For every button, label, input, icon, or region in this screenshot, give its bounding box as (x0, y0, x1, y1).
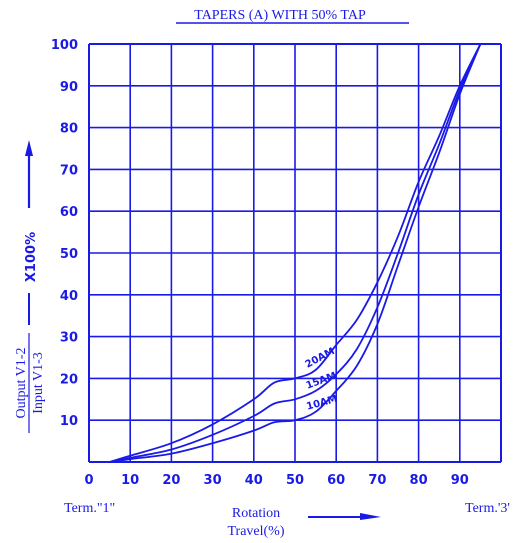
x-axis-label-line1: Rotation (232, 506, 280, 521)
y-tick-label: 60 (60, 205, 78, 220)
curve-10am (109, 43, 482, 463)
y-tick-label: 30 (60, 331, 78, 346)
curve-20am (109, 43, 482, 463)
y-tick-label: 10 (60, 414, 78, 429)
chart-title: TAPERS (A) WITH 50% TAP (194, 8, 366, 23)
x-tick-label: 50 (286, 473, 304, 488)
x-tick-label: 90 (451, 473, 469, 488)
curve-15am (109, 43, 482, 463)
curve-label-10am: 10AM (305, 394, 338, 413)
chart-curves (109, 43, 482, 463)
chart-tick-labels: 0 10 20 30 40 50 60 70 80 90 10 20 30 40 50 60 70 80 90 100 (51, 38, 469, 488)
y-tick-label: 20 (60, 372, 78, 387)
x-end-label-right: Term.'3' (465, 501, 510, 516)
y-tick-label: 80 (60, 122, 78, 137)
y-tick-label: 50 (60, 247, 78, 262)
y-axis-label: Output V1-2 Input V1-3 X100% (14, 232, 46, 433)
x-axis-arrow (308, 513, 381, 520)
x-tick-label: 10 (121, 473, 139, 488)
y-tick-label: 40 (60, 289, 78, 304)
x-tick-label: 30 (204, 473, 222, 488)
y-axis-arrow (25, 140, 33, 208)
x-tick-label: 80 (410, 473, 428, 488)
x-axis-label-line2: Travel(%) (227, 524, 284, 539)
x-tick-label: 40 (245, 473, 263, 488)
x-end-label-left: Term."1" (64, 501, 115, 516)
x-tick-label: 70 (368, 473, 386, 488)
y-label-denominator: Input V1-3 (31, 352, 46, 414)
y-tick-label: 90 (60, 80, 78, 95)
x-tick-label: 60 (327, 473, 345, 488)
x-tick-label: 0 (84, 473, 93, 488)
x-tick-label: 20 (162, 473, 180, 488)
curve-label-20am: 20AM (304, 346, 337, 371)
y-tick-label: 100 (51, 38, 78, 53)
y-label-numerator: Output V1-2 (14, 348, 29, 419)
y-label-multiplier: X100% (24, 232, 39, 282)
y-tick-label: 70 (60, 163, 78, 178)
